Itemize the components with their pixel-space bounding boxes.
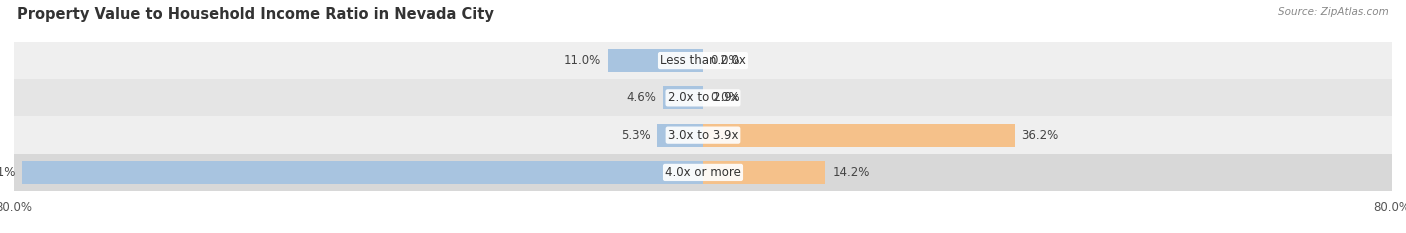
Text: 3.0x to 3.9x: 3.0x to 3.9x [668,129,738,142]
Text: 79.1%: 79.1% [0,166,15,179]
Bar [22,161,703,184]
Text: 4.0x or more: 4.0x or more [665,166,741,179]
Bar [14,42,1392,79]
Bar [609,49,703,72]
Bar [664,86,703,110]
Text: 11.0%: 11.0% [564,54,602,67]
Bar [703,123,1015,147]
Text: Less than 2.0x: Less than 2.0x [659,54,747,67]
Text: 14.2%: 14.2% [832,166,869,179]
Text: 5.3%: 5.3% [621,129,651,142]
Text: Property Value to Household Income Ratio in Nevada City: Property Value to Household Income Ratio… [17,7,494,22]
Bar [658,123,703,147]
Bar [14,116,1392,154]
Text: 2.0x to 2.9x: 2.0x to 2.9x [668,91,738,104]
Text: 4.6%: 4.6% [627,91,657,104]
Bar [14,79,1392,116]
Bar [14,154,1392,191]
Text: Source: ZipAtlas.com: Source: ZipAtlas.com [1278,7,1389,17]
Text: 0.0%: 0.0% [710,91,740,104]
Text: 36.2%: 36.2% [1022,129,1059,142]
Bar [703,161,825,184]
Text: 0.0%: 0.0% [710,54,740,67]
